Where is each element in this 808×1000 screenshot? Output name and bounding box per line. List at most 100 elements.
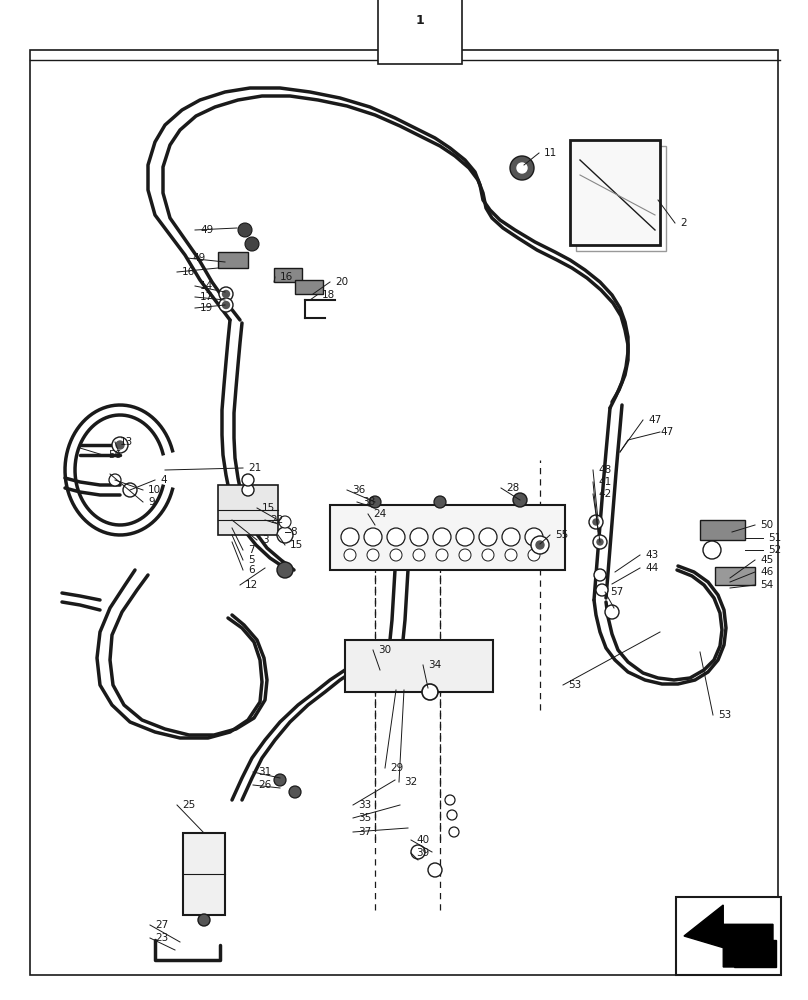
Text: 56: 56 — [108, 450, 121, 460]
Text: 53: 53 — [718, 710, 731, 720]
Text: 25: 25 — [182, 800, 196, 810]
Bar — [676, 897, 781, 975]
Text: 3: 3 — [262, 535, 268, 545]
Circle shape — [245, 237, 259, 251]
Text: 51: 51 — [768, 533, 781, 543]
Text: 11: 11 — [544, 148, 558, 158]
Bar — [330, 505, 565, 570]
Circle shape — [277, 527, 293, 543]
Text: 46: 46 — [760, 567, 773, 577]
Text: 15: 15 — [290, 540, 303, 550]
Circle shape — [364, 528, 382, 546]
Text: 4: 4 — [160, 475, 166, 485]
Circle shape — [513, 493, 527, 507]
Circle shape — [589, 515, 603, 529]
Circle shape — [242, 474, 254, 486]
Text: 43: 43 — [645, 550, 659, 560]
Circle shape — [597, 539, 603, 545]
Circle shape — [536, 541, 544, 549]
Circle shape — [198, 914, 210, 926]
Text: 40: 40 — [416, 835, 429, 845]
Circle shape — [528, 549, 540, 561]
Circle shape — [445, 795, 455, 805]
Text: 8: 8 — [290, 527, 297, 537]
Text: 26: 26 — [258, 780, 271, 790]
Circle shape — [422, 684, 438, 700]
Text: 16: 16 — [280, 272, 293, 282]
Bar — [345, 640, 493, 692]
Text: 14: 14 — [200, 281, 213, 291]
Bar — [183, 833, 225, 915]
Circle shape — [605, 605, 619, 619]
Text: 15: 15 — [262, 503, 276, 513]
Text: 21: 21 — [248, 463, 261, 473]
Text: 44: 44 — [645, 563, 659, 573]
Circle shape — [593, 535, 607, 549]
Circle shape — [456, 528, 474, 546]
Text: 37: 37 — [358, 827, 371, 837]
Text: 32: 32 — [404, 777, 417, 787]
Bar — [274, 268, 302, 282]
Text: 7: 7 — [248, 545, 255, 555]
Text: 23: 23 — [155, 933, 168, 943]
Text: 19: 19 — [200, 303, 213, 313]
Text: 48: 48 — [598, 465, 611, 475]
Circle shape — [594, 569, 606, 581]
Circle shape — [109, 474, 121, 486]
Circle shape — [434, 496, 446, 508]
Bar — [576, 146, 666, 251]
Circle shape — [222, 290, 229, 298]
Bar — [715, 567, 755, 585]
Text: 16: 16 — [182, 267, 196, 277]
Text: 22: 22 — [270, 515, 284, 525]
Circle shape — [525, 528, 543, 546]
Circle shape — [593, 519, 599, 525]
Text: 20: 20 — [335, 277, 348, 287]
Circle shape — [219, 287, 233, 301]
Text: 10: 10 — [148, 485, 161, 495]
Circle shape — [219, 298, 233, 312]
Text: 54: 54 — [760, 580, 773, 590]
Circle shape — [387, 528, 405, 546]
Text: 39: 39 — [416, 848, 429, 858]
Circle shape — [436, 549, 448, 561]
Text: 24: 24 — [373, 509, 386, 519]
Circle shape — [413, 549, 425, 561]
Polygon shape — [734, 940, 776, 967]
Text: 12: 12 — [245, 580, 259, 590]
Text: 47: 47 — [660, 427, 673, 437]
Bar — [570, 140, 660, 245]
Text: 55: 55 — [555, 530, 568, 540]
Circle shape — [112, 437, 128, 453]
Circle shape — [517, 163, 527, 173]
Text: 49: 49 — [200, 225, 213, 235]
Text: 28: 28 — [506, 483, 520, 493]
Circle shape — [449, 827, 459, 837]
Circle shape — [369, 496, 381, 508]
Circle shape — [510, 156, 534, 180]
Text: 38: 38 — [362, 497, 375, 507]
Circle shape — [222, 302, 229, 308]
Bar — [700, 520, 745, 540]
Text: 57: 57 — [610, 587, 623, 597]
Text: 5: 5 — [248, 555, 255, 565]
Circle shape — [390, 549, 402, 561]
Text: 33: 33 — [358, 800, 371, 810]
Circle shape — [447, 810, 457, 820]
Circle shape — [341, 528, 359, 546]
Circle shape — [367, 549, 379, 561]
Text: 41: 41 — [598, 477, 611, 487]
Bar — [295, 280, 323, 294]
Circle shape — [531, 536, 549, 554]
Text: 6: 6 — [248, 565, 255, 575]
Circle shape — [123, 483, 137, 497]
Text: 29: 29 — [390, 763, 403, 773]
Circle shape — [277, 562, 293, 578]
Text: 36: 36 — [352, 485, 365, 495]
Polygon shape — [684, 905, 773, 967]
Circle shape — [410, 528, 428, 546]
Circle shape — [238, 223, 252, 237]
Text: 30: 30 — [378, 645, 391, 655]
Text: 35: 35 — [358, 813, 371, 823]
Text: 1: 1 — [415, 13, 424, 26]
